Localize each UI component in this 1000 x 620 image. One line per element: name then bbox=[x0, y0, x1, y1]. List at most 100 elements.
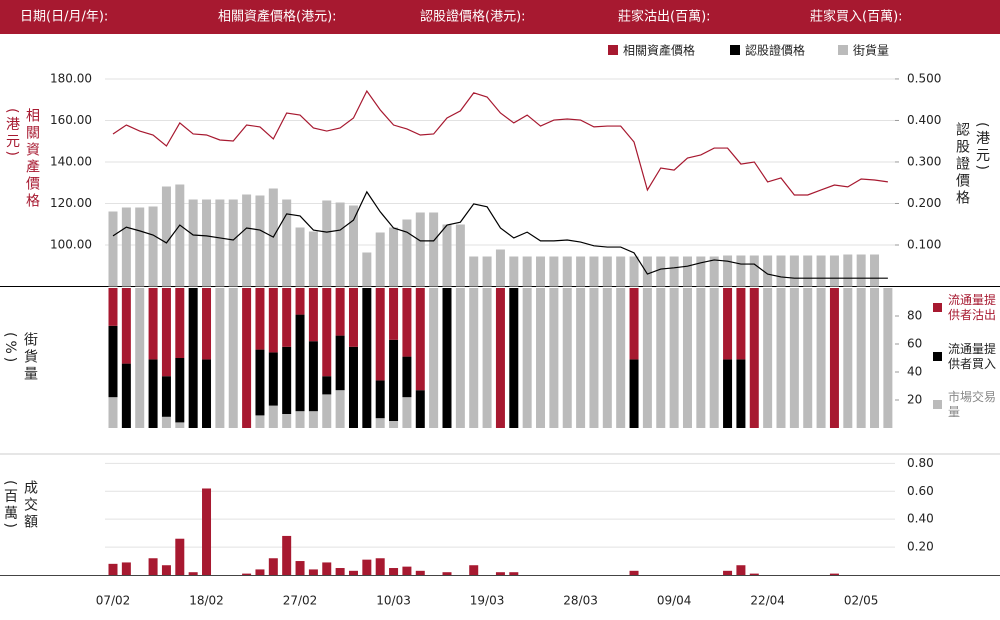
bar-segment bbox=[175, 358, 185, 423]
bar-segment bbox=[268, 288, 278, 353]
bar-segment bbox=[736, 288, 746, 360]
bar-segment bbox=[148, 359, 158, 428]
bar bbox=[522, 256, 532, 287]
bar-segment bbox=[282, 414, 292, 428]
bar-segment bbox=[282, 288, 292, 347]
bar-segment bbox=[215, 288, 225, 428]
bar-segment bbox=[121, 288, 131, 364]
bar-segment bbox=[776, 288, 786, 428]
bar-segment bbox=[723, 288, 733, 360]
bar bbox=[188, 572, 198, 575]
bar bbox=[602, 256, 612, 287]
bar-segment bbox=[709, 288, 719, 428]
y-tick-label: 0.100 bbox=[907, 237, 941, 251]
bar-segment bbox=[255, 349, 265, 416]
bar bbox=[362, 559, 372, 575]
bar bbox=[562, 256, 572, 287]
bar-segment bbox=[362, 288, 372, 428]
bar-segment bbox=[442, 288, 452, 428]
bar bbox=[402, 219, 412, 287]
bar bbox=[375, 232, 385, 287]
bar bbox=[121, 207, 131, 287]
bar-segment bbox=[188, 288, 198, 428]
bar bbox=[749, 255, 759, 287]
bar bbox=[736, 255, 746, 287]
bar bbox=[682, 256, 692, 287]
bar-segment bbox=[602, 288, 612, 428]
bar bbox=[255, 569, 265, 575]
x-tick-label: 09/04 bbox=[657, 594, 692, 608]
bar bbox=[282, 535, 292, 575]
bar-segment bbox=[375, 418, 385, 428]
bar bbox=[629, 570, 639, 575]
bar-segment bbox=[736, 359, 746, 428]
bar-segment bbox=[415, 390, 425, 428]
bar bbox=[789, 255, 799, 287]
legend-label: 流通量提供者買入 bbox=[948, 342, 997, 371]
y-tick-label: 20 bbox=[907, 393, 922, 407]
bar-segment bbox=[335, 390, 345, 428]
bar bbox=[415, 212, 425, 287]
bar-segment bbox=[803, 288, 813, 428]
bar bbox=[856, 254, 866, 287]
bar bbox=[776, 255, 786, 287]
bar bbox=[188, 199, 198, 287]
bar-segment bbox=[375, 380, 385, 419]
line bbox=[112, 190, 888, 279]
legend-label: 街貨量 bbox=[853, 43, 889, 58]
bar-segment bbox=[589, 288, 599, 428]
bar-segment bbox=[856, 288, 866, 428]
bar-segment bbox=[308, 288, 318, 342]
bar bbox=[656, 256, 666, 287]
bar-segment bbox=[469, 288, 479, 428]
bar-segment bbox=[816, 288, 826, 428]
bar bbox=[629, 256, 639, 287]
bar-segment bbox=[161, 376, 171, 417]
bar bbox=[576, 256, 586, 287]
bar-segment bbox=[255, 415, 265, 428]
bar-segment bbox=[629, 288, 639, 360]
bar bbox=[202, 199, 212, 287]
bar bbox=[295, 561, 305, 575]
bar bbox=[268, 558, 278, 575]
y-tick-label: 140.00 bbox=[50, 154, 92, 168]
bar-segment bbox=[669, 288, 679, 428]
bar bbox=[322, 200, 332, 287]
bar bbox=[442, 224, 452, 287]
bar bbox=[148, 558, 158, 575]
line bbox=[112, 89, 888, 196]
header-label: 相關資產價格(港元): bbox=[218, 9, 337, 25]
bar-segment bbox=[389, 339, 399, 421]
bar bbox=[175, 184, 185, 287]
bar-segment bbox=[536, 288, 546, 428]
bar bbox=[509, 572, 519, 575]
bar-segment bbox=[202, 359, 212, 428]
bar bbox=[509, 256, 519, 287]
bar bbox=[709, 256, 719, 287]
bar bbox=[348, 570, 358, 575]
bar bbox=[215, 199, 225, 287]
bar-segment bbox=[495, 288, 505, 428]
bar bbox=[108, 563, 118, 575]
y-tick-label: 60 bbox=[907, 337, 922, 351]
bar-segment bbox=[415, 288, 425, 391]
bar-segment bbox=[348, 288, 358, 347]
x-tick-label: 10/03 bbox=[376, 594, 411, 608]
bar bbox=[121, 562, 131, 575]
bar-segment bbox=[335, 288, 345, 336]
bar-segment bbox=[402, 397, 412, 428]
bar bbox=[242, 573, 252, 575]
bar bbox=[816, 255, 826, 287]
legend-label: 流通量提供者沽出 bbox=[948, 293, 997, 322]
y-tick-label: 0.20 bbox=[907, 540, 934, 554]
bar-segment bbox=[322, 376, 332, 395]
bar-segment bbox=[789, 288, 799, 428]
y-tick-label: 160.00 bbox=[50, 113, 92, 127]
y-tick-label: 0.40 bbox=[907, 512, 934, 526]
bar bbox=[749, 573, 759, 575]
bar bbox=[308, 569, 318, 575]
header-label: 日期(日/月/年): bbox=[20, 10, 108, 25]
bar-segment bbox=[161, 288, 171, 377]
bar bbox=[348, 205, 358, 287]
